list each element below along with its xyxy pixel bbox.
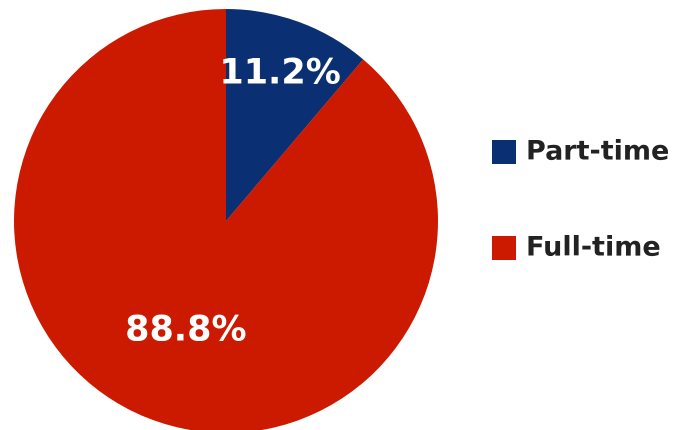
pie-slices bbox=[14, 9, 438, 430]
legend-label: Part-time bbox=[526, 136, 669, 167]
legend-label: Full-time bbox=[526, 232, 661, 263]
slice-label-part-time: 11.2% bbox=[219, 53, 340, 93]
pie-slice-full-time bbox=[14, 9, 438, 430]
legend-swatch bbox=[492, 236, 516, 260]
legend-item-full-time: Full-time bbox=[492, 232, 661, 263]
legend-swatch bbox=[492, 140, 516, 164]
legend-item-part-time: Part-time bbox=[492, 136, 669, 167]
slice-label-full-time: 88.8% bbox=[125, 309, 246, 349]
slice-labels: 11.2% 88.8% bbox=[125, 53, 341, 350]
legend: Part-time Full-time bbox=[492, 136, 669, 263]
pie-slice-part-time bbox=[226, 9, 364, 221]
